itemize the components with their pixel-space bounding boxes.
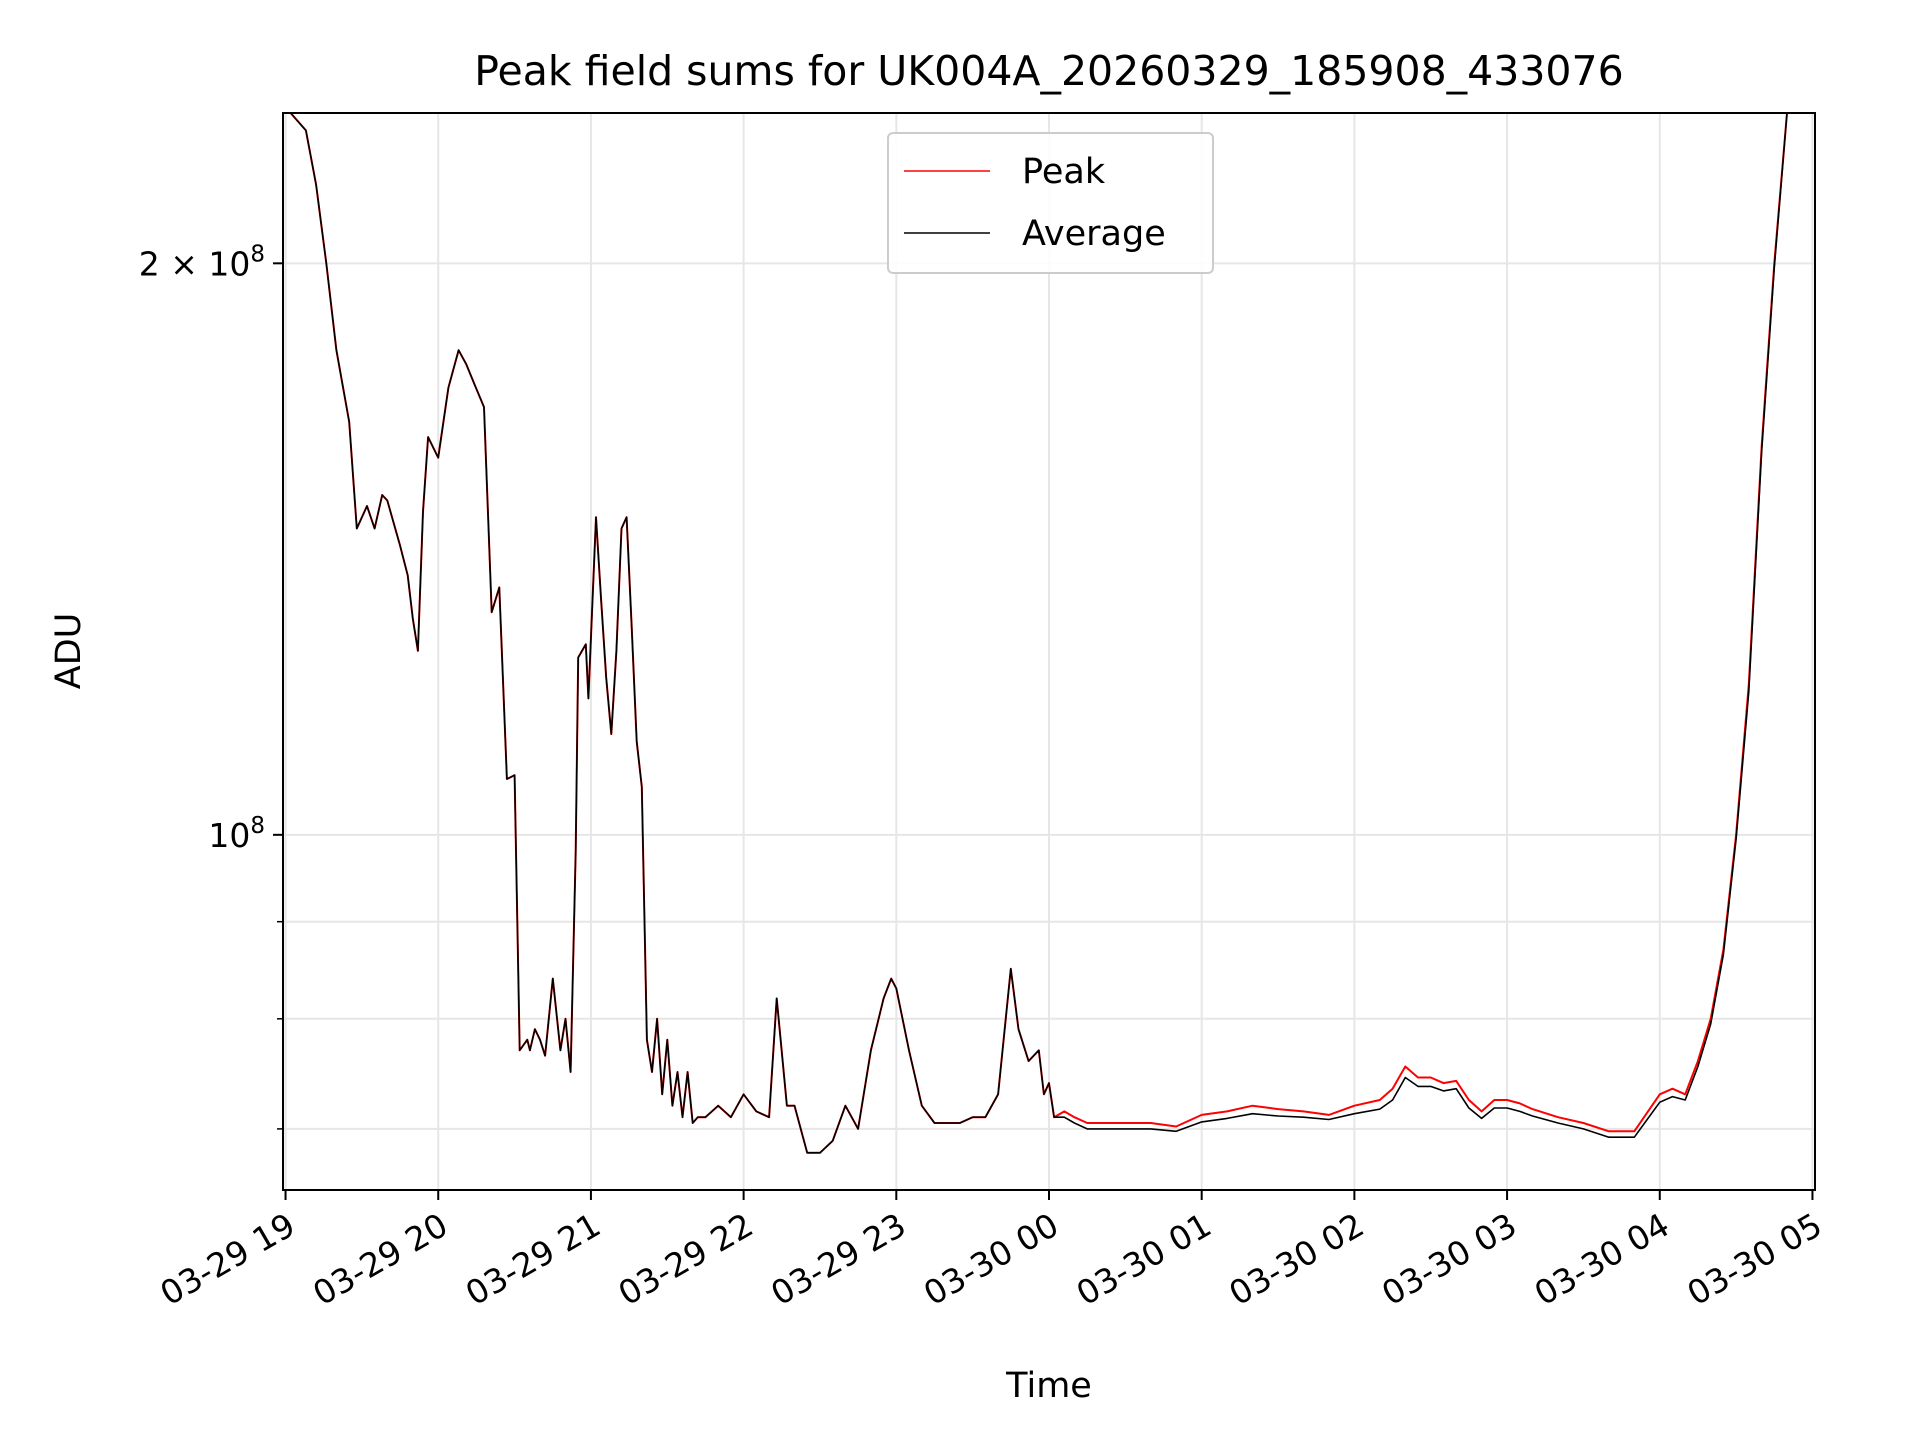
legend-label-peak: Peak [1022, 152, 1106, 192]
y-axis-label: ADU [49, 613, 89, 690]
legend-box [887, 132, 1214, 274]
legend: Peak Average [887, 132, 1214, 274]
y-tick-label: 2 × 108 [139, 241, 265, 283]
chart-title: Peak field sums for UK004A_20260329_1859… [474, 47, 1623, 95]
grid-lines [283, 113, 1815, 1190]
x-axis-label: Time [1005, 1366, 1092, 1406]
y-axis: 108 2 × 108 [139, 241, 283, 1130]
plot-area [282, 112, 1816, 1191]
legend-label-average: Average [1022, 214, 1166, 254]
y-tick-label: 108 [208, 813, 265, 855]
series-line-average [283, 113, 1788, 1154]
